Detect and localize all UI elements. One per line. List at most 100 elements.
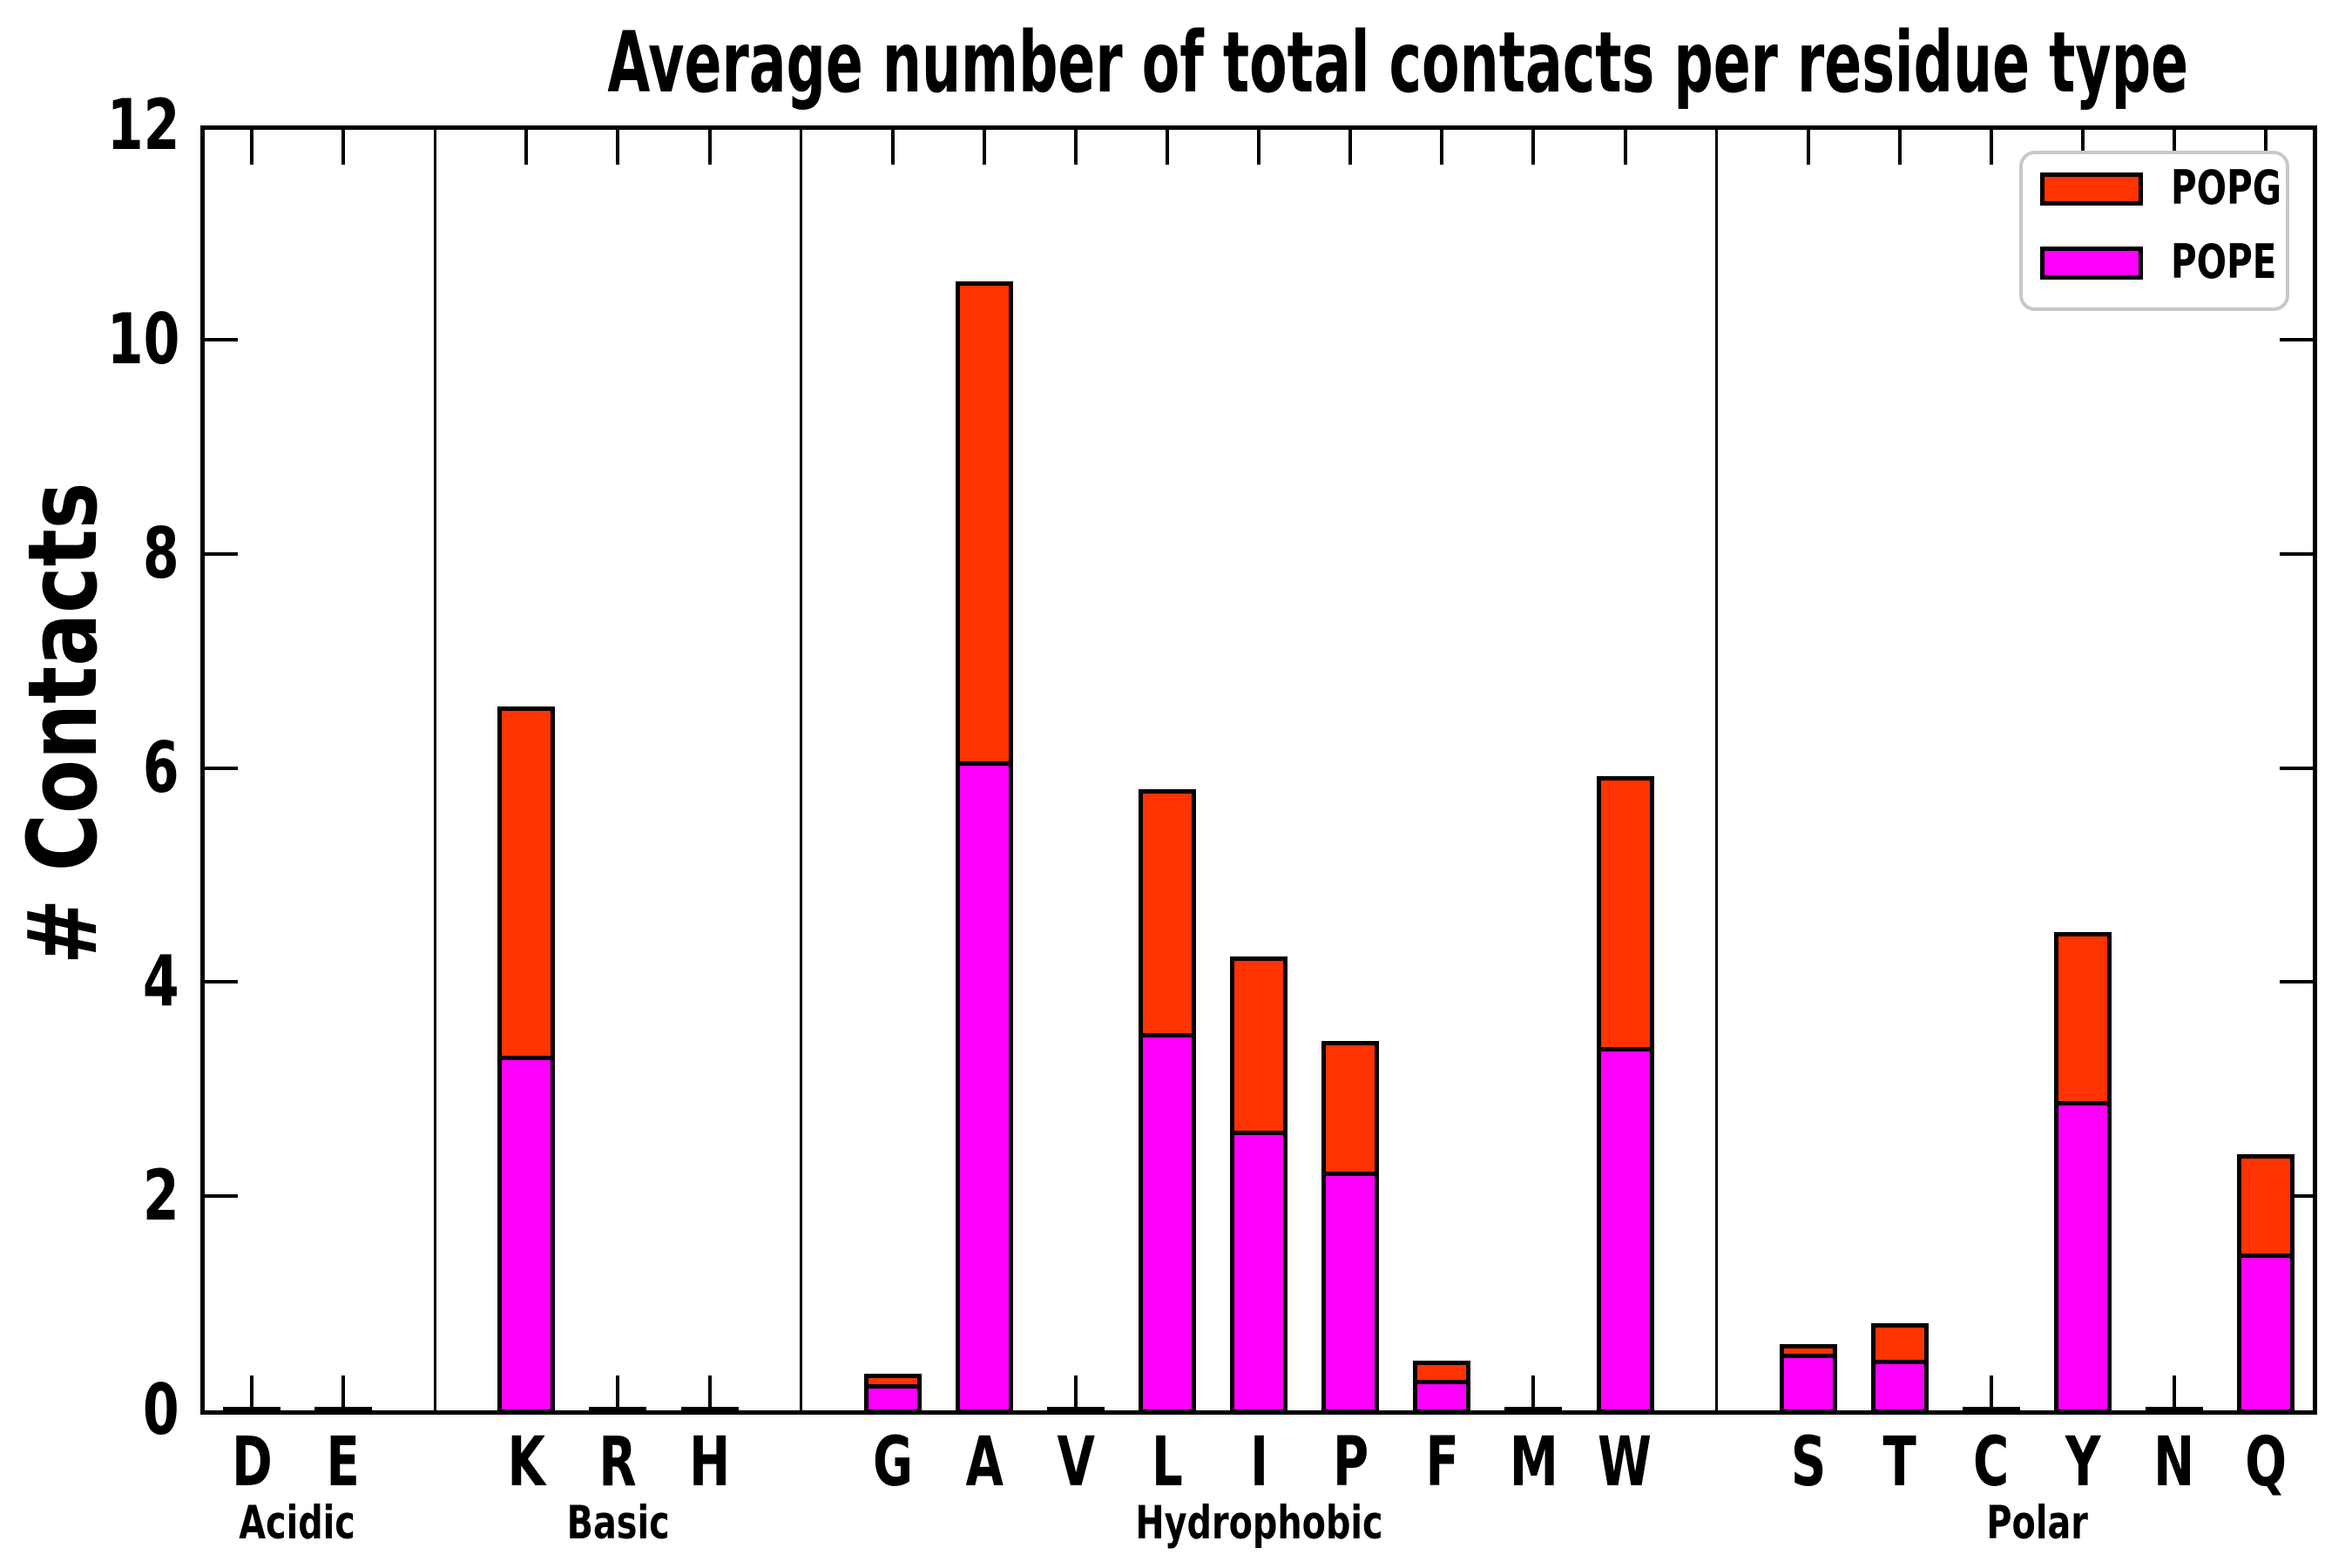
y-tick-left xyxy=(205,980,238,984)
bar xyxy=(955,281,1013,1414)
bar xyxy=(223,1407,280,1410)
x-tick-top xyxy=(1440,130,1444,165)
bar xyxy=(1870,1323,1929,1414)
bar xyxy=(589,1407,647,1410)
x-tick-bottom xyxy=(1989,1375,1993,1410)
y-tick-right xyxy=(2280,1194,2313,1199)
x-tick-bottom xyxy=(341,1375,346,1410)
bar xyxy=(680,1407,739,1410)
residue-label: C xyxy=(1973,1423,2010,1502)
bar-segment-popg xyxy=(868,1378,917,1389)
x-tick-top xyxy=(2173,130,2177,165)
bar xyxy=(1230,956,1288,1414)
bar xyxy=(1046,1407,1105,1410)
x-tick-top xyxy=(1073,130,1078,165)
bar-segment-popg xyxy=(1417,1365,1467,1385)
x-tick-top xyxy=(1623,130,1627,165)
x-tick-top xyxy=(616,130,620,165)
x-tick-top xyxy=(524,130,529,165)
y-tick-label: 6 xyxy=(143,727,179,808)
residue-label: R xyxy=(598,1423,638,1502)
legend-swatch-pope xyxy=(2040,247,2143,280)
bar xyxy=(2146,1407,2204,1410)
residue-label: I xyxy=(1249,1423,1268,1502)
y-tick-right xyxy=(2280,980,2313,984)
x-tick-top xyxy=(1531,130,1536,165)
bar-segment-popg xyxy=(1234,960,1284,1136)
bar xyxy=(314,1407,373,1410)
group-divider xyxy=(433,130,436,1410)
residue-label: H xyxy=(688,1423,731,1502)
group-label: Hydrophobic xyxy=(1134,1497,1383,1550)
y-tick-right xyxy=(2280,551,2313,556)
bar-segment-popg xyxy=(959,286,1009,766)
residue-label: Q xyxy=(2245,1423,2288,1502)
bar xyxy=(2237,1154,2295,1414)
y-tick-left xyxy=(205,766,238,770)
residue-label: W xyxy=(1598,1423,1652,1502)
x-tick-top xyxy=(1257,130,1261,165)
bar-segment-popg xyxy=(1783,1348,1833,1358)
group-label: Acidic xyxy=(239,1497,356,1550)
y-tick-label: 8 xyxy=(143,512,179,594)
x-tick-top xyxy=(2264,130,2268,165)
x-tick-bottom xyxy=(2173,1375,2177,1410)
group-label: Polar xyxy=(1986,1497,2088,1550)
bar xyxy=(1504,1407,1563,1410)
bar xyxy=(1139,789,1196,1414)
bar-segment-popg xyxy=(1600,781,1650,1052)
y-tick-label: 4 xyxy=(143,941,179,1023)
legend-label-pope: POPE xyxy=(2171,234,2277,289)
residue-label: T xyxy=(1882,1423,1916,1502)
x-tick-top xyxy=(890,130,895,165)
bar xyxy=(1962,1407,2020,1410)
x-tick-bottom xyxy=(616,1375,620,1410)
bar-segment-popg xyxy=(1875,1328,1924,1365)
y-tick-left xyxy=(205,551,238,556)
residue-label: E xyxy=(326,1423,361,1502)
residue-label: D xyxy=(231,1423,273,1502)
y-tick-label: 2 xyxy=(143,1155,179,1237)
y-tick-label: 12 xyxy=(106,84,179,166)
y-tick-left xyxy=(205,337,238,341)
group-label: Basic xyxy=(566,1497,670,1550)
residue-label: L xyxy=(1152,1423,1183,1502)
bar-segment-popg xyxy=(2058,936,2107,1105)
legend: POPG POPE xyxy=(2019,151,2289,311)
residue-label: P xyxy=(1332,1423,1369,1502)
bar xyxy=(1413,1361,1471,1414)
x-tick-top xyxy=(982,130,986,165)
residue-label: A xyxy=(965,1423,1004,1502)
bar xyxy=(1779,1343,1837,1414)
x-tick-top xyxy=(250,130,253,165)
group-divider xyxy=(800,130,803,1410)
x-tick-top xyxy=(1806,130,1810,165)
residue-label: S xyxy=(1790,1423,1826,1502)
y-tick-label: 10 xyxy=(106,298,179,380)
residue-label: F xyxy=(1425,1423,1459,1502)
chart-title: Average number of total contacts per res… xyxy=(607,14,2189,112)
bar xyxy=(863,1374,922,1414)
legend-label-popg: POPG xyxy=(2171,160,2282,215)
group-divider xyxy=(1715,130,1719,1410)
bar xyxy=(1596,776,1654,1414)
bar xyxy=(1321,1040,1380,1414)
residue-label: Y xyxy=(2065,1423,2101,1502)
residue-label: K xyxy=(507,1423,546,1502)
y-tick-label: 0 xyxy=(143,1369,179,1450)
bar-segment-popg xyxy=(502,711,551,1061)
residue-label: V xyxy=(1057,1423,1095,1502)
legend-swatch-popg xyxy=(2040,172,2143,206)
x-tick-bottom xyxy=(250,1375,253,1410)
x-tick-top xyxy=(341,130,346,165)
residue-label: M xyxy=(1509,1423,1558,1502)
bar-segment-popg xyxy=(2241,1159,2291,1259)
x-tick-top xyxy=(2081,130,2085,165)
y-tick-left xyxy=(205,1194,238,1199)
residue-label: G xyxy=(872,1423,913,1502)
x-tick-top xyxy=(1989,130,1993,165)
bar xyxy=(497,706,556,1414)
x-tick-top xyxy=(1166,130,1169,165)
